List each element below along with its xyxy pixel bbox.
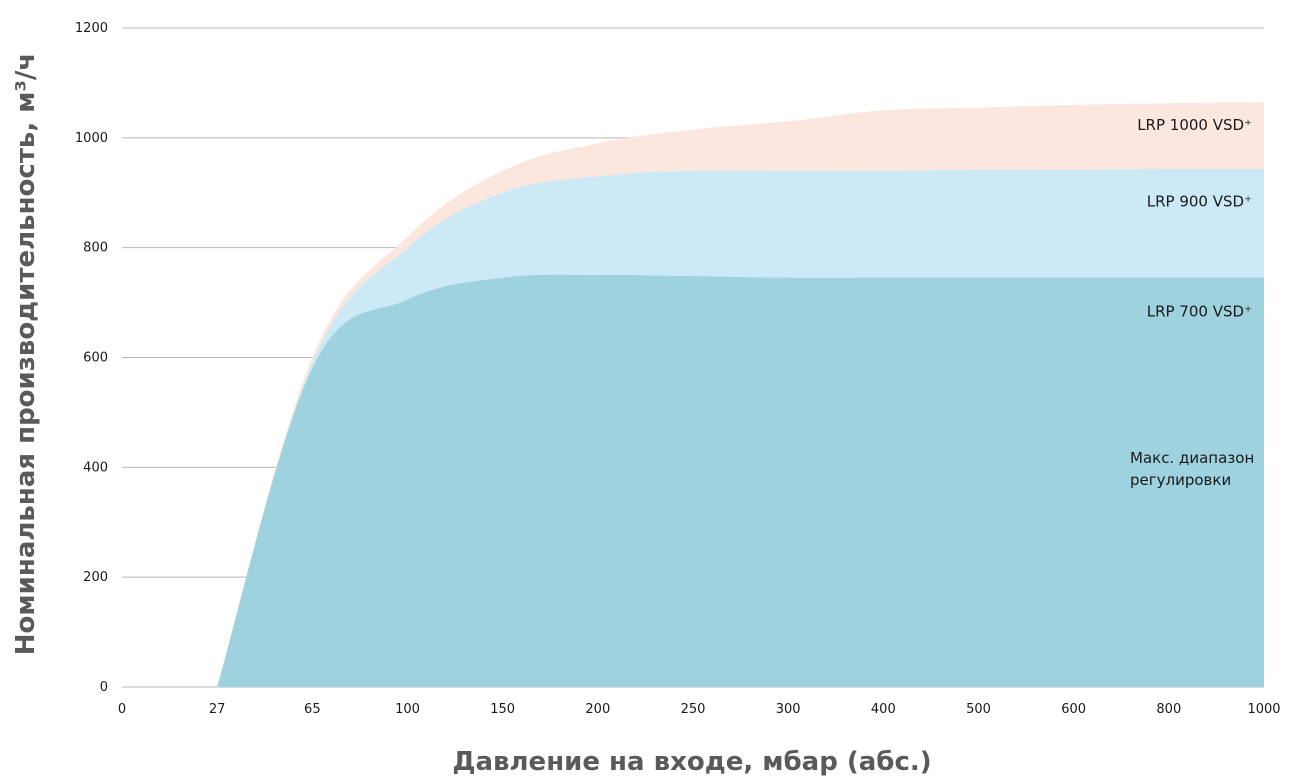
y-tick-label-2: 400	[83, 460, 108, 475]
series-label-line-0: Макс. диапазон	[1130, 449, 1254, 467]
series-label-2: LRP 700 VSD⁺	[1147, 302, 1252, 320]
area-series-3	[217, 274, 1265, 687]
series-label-layer: LRP 1000 VSD⁺ LRP 900 VSD⁺ LRP 700 VSD⁺ Мак…	[1130, 116, 1254, 489]
y-tick-label-5: 1000	[75, 131, 108, 146]
series-label-3: Макс. диапазон регулировки	[1130, 449, 1254, 489]
y-axis-title: Номинальная производительность, м³/ч	[11, 53, 41, 655]
x-tick-label-1: 27	[209, 702, 226, 717]
x-tick-label-5: 200	[585, 702, 610, 717]
y-tick-label-1: 200	[83, 570, 108, 585]
x-tick-label-11: 800	[1156, 702, 1181, 717]
series-label-line-1: регулировки	[1130, 471, 1231, 489]
x-tick-label-9: 500	[966, 702, 991, 717]
y-tick-label-4: 800	[83, 241, 108, 256]
x-tick-label-3: 100	[395, 702, 420, 717]
y-tick-label-0: 0	[100, 680, 108, 695]
series-label-0: LRP 1000 VSD⁺	[1137, 116, 1252, 134]
x-tick-label-10: 600	[1061, 702, 1086, 717]
series-label-1: LRP 900 VSD⁺	[1147, 192, 1252, 210]
y-tick-label-6: 1200	[75, 21, 108, 36]
x-tick-label-2: 65	[304, 702, 321, 717]
area-layer	[217, 102, 1265, 688]
x-tick-label-8: 400	[871, 702, 896, 717]
x-tick-label-12: 1000	[1247, 702, 1280, 717]
x-axis-title: Давление на входе, мбар (абс.)	[452, 747, 931, 777]
x-tick-label-6: 250	[681, 702, 706, 717]
x-tick-label-4: 150	[490, 702, 515, 717]
tick-layer: 0 200 400 600 800 1000 1200 0 27 65 100 150 200 250 30…	[75, 21, 1281, 717]
x-tick-label-0: 0	[118, 702, 126, 717]
y-tick-label-3: 600	[83, 351, 108, 366]
x-tick-label-7: 300	[776, 702, 801, 717]
